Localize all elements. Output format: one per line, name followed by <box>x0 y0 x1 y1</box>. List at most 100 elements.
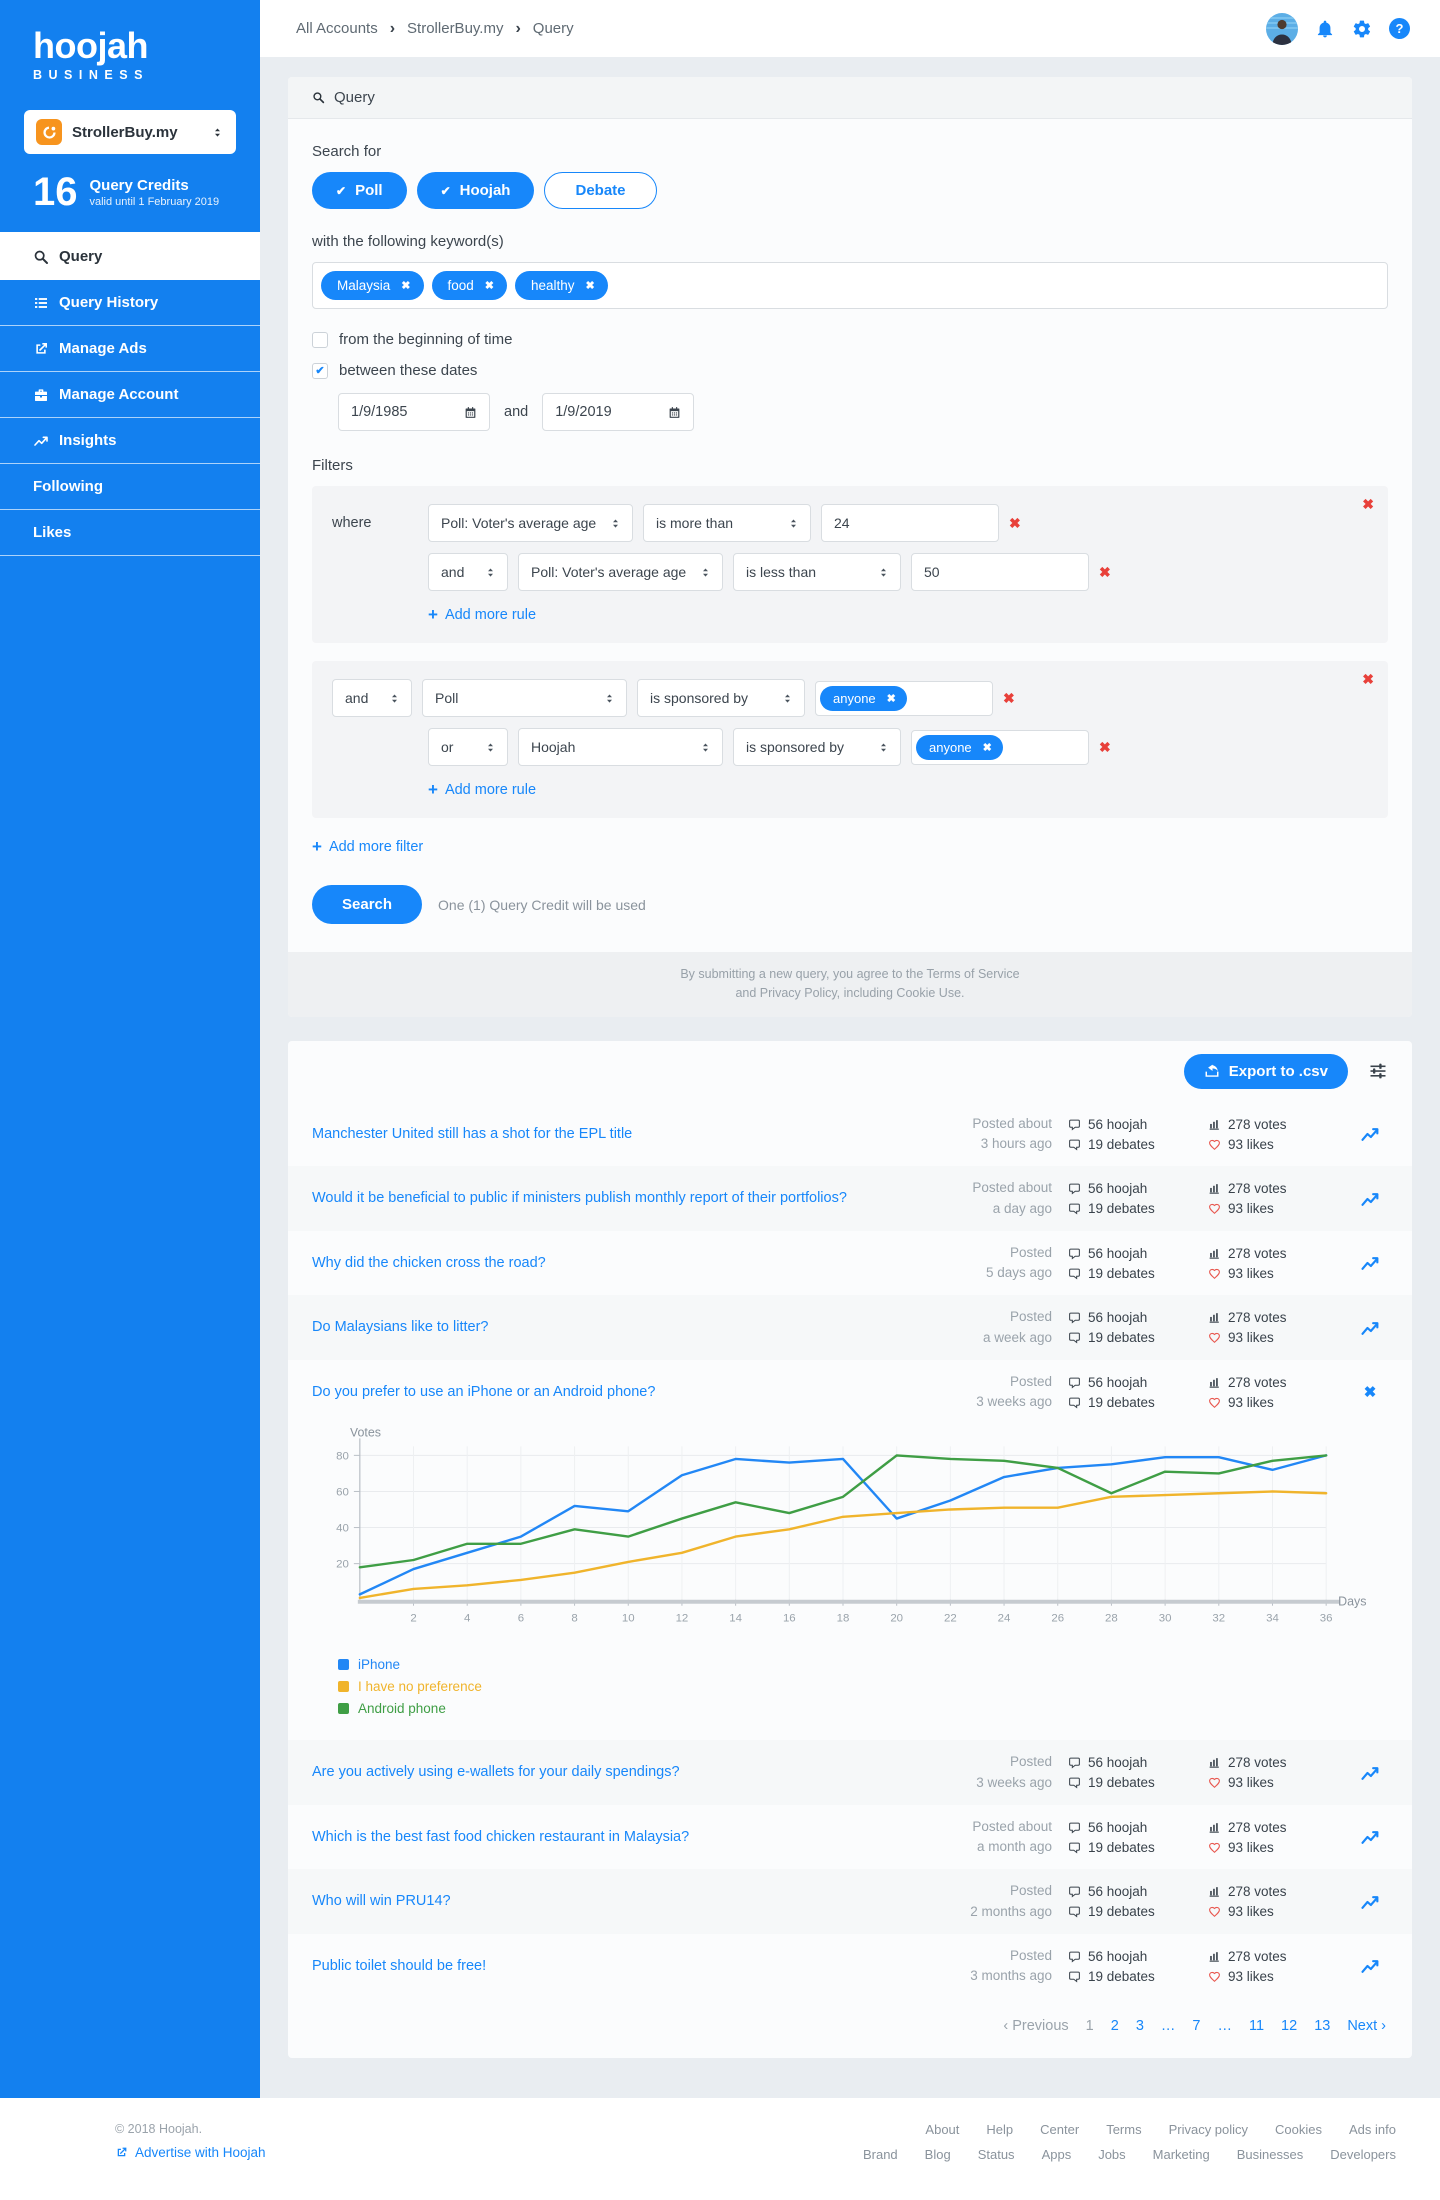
poll-title-link[interactable]: Manchester United still has a shot for t… <box>312 1125 633 1142</box>
remove-filter-icon[interactable]: ✖ <box>1362 671 1374 687</box>
sponsor-tag-input[interactable]: anyone ✖ <box>911 729 1089 765</box>
export-csv-button[interactable]: Export to .csv <box>1183 1053 1348 1089</box>
remove-filter-icon[interactable]: ✖ <box>1362 496 1374 512</box>
conjunction-select[interactable]: and <box>332 679 412 717</box>
breadcrumb-account[interactable]: StrollerBuy.my <box>407 20 504 37</box>
advertise-link[interactable]: Advertise with Hoojah <box>115 2145 266 2160</box>
pagination-page[interactable]: 11 <box>1248 2018 1265 2035</box>
pagination-page-current[interactable]: 1 <box>1085 2018 1094 2035</box>
close-chart-icon[interactable]: ✖ <box>1363 1384 1377 1401</box>
type-toggle-debate[interactable]: Debate <box>544 172 657 209</box>
filter-operator-select[interactable]: is sponsored by <box>733 728 901 766</box>
footer-link[interactable]: Ads info <box>1349 2122 1396 2138</box>
footer-link[interactable]: Privacy policy <box>1168 2122 1249 2138</box>
sidebar-item-insights[interactable]: Insights <box>0 418 260 464</box>
footer-link[interactable]: Marketing <box>1152 2147 1210 2163</box>
type-toggle-hoojah[interactable]: ✔ Hoojah <box>416 172 535 209</box>
footer-link[interactable]: Apps <box>1041 2147 1072 2163</box>
search-for-label: Search for <box>312 143 382 160</box>
poll-title-link[interactable]: Public toilet should be free! <box>312 1957 487 1974</box>
remove-rule-icon[interactable]: ✖ <box>1003 689 1015 706</box>
checkbox-unchecked[interactable] <box>312 331 328 348</box>
sidebar-item-query[interactable]: Query <box>0 232 260 280</box>
remove-icon[interactable]: ✖ <box>982 741 992 754</box>
pagination-page[interactable]: 13 <box>1314 2018 1331 2035</box>
poll-title-link[interactable]: Do Malaysians like to litter? <box>312 1319 489 1336</box>
filter-field-select[interactable]: Hoojah <box>518 728 723 766</box>
filter-field-select[interactable]: Poll: Voter's average age <box>428 504 633 542</box>
footer-link[interactable]: Help <box>986 2122 1014 2138</box>
poll-title-link[interactable]: Do you prefer to use an iPhone or an And… <box>312 1383 656 1400</box>
pagination-next[interactable]: Next › <box>1347 2018 1386 2035</box>
sponsor-tag-input[interactable]: anyone ✖ <box>815 680 993 716</box>
conjunction-select[interactable]: or <box>428 728 508 766</box>
poll-title-link[interactable]: Why did the chicken cross the road? <box>312 1254 546 1271</box>
remove-icon[interactable]: ✖ <box>484 280 494 292</box>
keywords-input[interactable]: Malaysia ✖ food ✖ healthy ✖ <box>312 262 1388 309</box>
sidebar-item-manage-ads[interactable]: Manage Ads <box>0 326 260 372</box>
add-more-rule-link[interactable]: + Add more rule <box>428 605 537 624</box>
filter-field-select[interactable]: Poll: Voter's average age <box>518 553 723 591</box>
date-to-input[interactable]: 1/9/2019 <box>542 393 695 431</box>
filter-operator-select[interactable]: is less than <box>733 553 901 591</box>
filter-field-select[interactable]: Poll <box>422 679 627 717</box>
date-from-input[interactable]: 1/9/1985 <box>338 393 490 431</box>
view-chart-icon[interactable] <box>1360 1956 1380 1976</box>
view-chart-icon[interactable] <box>1360 1253 1380 1273</box>
checkbox-checked[interactable]: ✔ <box>312 362 328 379</box>
view-chart-icon[interactable] <box>1360 1318 1380 1338</box>
view-chart-icon[interactable] <box>1360 1763 1380 1783</box>
account-selector[interactable]: StrollerBuy.my <box>24 110 236 154</box>
poll-title-link[interactable]: Which is the best fast food chicken rest… <box>312 1828 690 1845</box>
pagination-previous[interactable]: ‹ Previous <box>1003 2018 1069 2035</box>
add-more-filter-link[interactable]: + Add more filter <box>312 837 424 856</box>
footer-link[interactable]: Terms <box>1106 2122 1142 2138</box>
sliders-icon[interactable] <box>1368 1061 1388 1081</box>
sidebar-item-query-history[interactable]: Query History <box>0 280 260 326</box>
pagination-page[interactable]: 12 <box>1281 2018 1298 2035</box>
remove-icon[interactable]: ✖ <box>886 692 896 705</box>
remove-icon[interactable]: ✖ <box>401 280 411 292</box>
pagination-page[interactable]: 3 <box>1135 2018 1144 2035</box>
footer-link[interactable]: Cookies <box>1275 2122 1323 2138</box>
remove-icon[interactable]: ✖ <box>585 280 595 292</box>
conjunction-select[interactable]: and <box>428 553 508 591</box>
type-toggle-poll[interactable]: ✔ Poll <box>312 172 407 209</box>
pagination-page[interactable]: 2 <box>1110 2018 1119 2035</box>
bell-icon[interactable] <box>1315 19 1335 39</box>
footer-link[interactable]: Status <box>977 2147 1015 2163</box>
footer-link[interactable]: Jobs <box>1098 2147 1126 2163</box>
poll-title-link[interactable]: Are you actively using e-wallets for you… <box>312 1764 680 1781</box>
footer-link[interactable]: Businesses <box>1236 2147 1304 2163</box>
option-from-beginning[interactable]: from the beginning of time <box>312 331 1388 348</box>
gear-icon[interactable] <box>1352 19 1372 39</box>
poll-title-link[interactable]: Who will win PRU14? <box>312 1893 451 1910</box>
footer-link[interactable]: Blog <box>924 2147 951 2163</box>
search-button[interactable]: Search <box>312 885 423 924</box>
remove-rule-icon[interactable]: ✖ <box>1009 514 1021 531</box>
sidebar-item-following[interactable]: Following <box>0 464 260 510</box>
view-chart-icon[interactable] <box>1360 1124 1380 1144</box>
remove-rule-icon[interactable]: ✖ <box>1099 738 1111 755</box>
footer-link[interactable]: About <box>925 2122 960 2138</box>
sidebar-item-manage-account[interactable]: Manage Account <box>0 372 260 418</box>
footer-link[interactable]: Center <box>1040 2122 1080 2138</box>
footer-link[interactable]: Brand <box>862 2147 898 2163</box>
sidebar-item-likes[interactable]: Likes <box>0 510 260 556</box>
view-chart-icon[interactable] <box>1360 1189 1380 1209</box>
help-icon[interactable]: ? <box>1389 18 1410 39</box>
filter-operator-select[interactable]: is sponsored by <box>637 679 805 717</box>
pagination-page[interactable]: 7 <box>1192 2018 1201 2035</box>
option-between-dates[interactable]: ✔ between these dates <box>312 362 1388 379</box>
breadcrumb-all-accounts[interactable]: All Accounts <box>296 20 378 37</box>
view-chart-icon[interactable] <box>1360 1827 1380 1847</box>
avatar[interactable] <box>1266 12 1298 45</box>
filter-value-input[interactable]: 24 <box>821 504 999 542</box>
poll-title-link[interactable]: Would it be beneficial to public if mini… <box>312 1190 847 1207</box>
add-more-rule-link[interactable]: + Add more rule <box>428 780 537 799</box>
view-chart-icon[interactable] <box>1360 1892 1380 1912</box>
filter-value-input[interactable]: 50 <box>911 553 1089 591</box>
filter-operator-select[interactable]: is more than <box>643 504 811 542</box>
remove-rule-icon[interactable]: ✖ <box>1099 563 1111 580</box>
footer-link[interactable]: Developers <box>1330 2147 1396 2163</box>
